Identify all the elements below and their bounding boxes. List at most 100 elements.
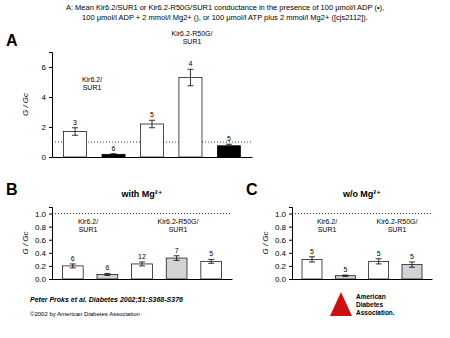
x-axis [53, 279, 233, 280]
panel: 55550.00.20.40.60.81.0G / GcCw/o Mg²⁺Kir… [246, 181, 433, 284]
y-tick-mark [289, 240, 292, 241]
marks [52, 214, 232, 279]
y-tick-mark [289, 214, 292, 215]
panel-title: with Mg²⁺ [120, 189, 162, 199]
y-tick: 0.4 [35, 249, 52, 258]
y-tick-mark [49, 157, 52, 158]
y-axis: 0.00.20.40.60.81.0 [35, 208, 53, 285]
copyright: ©2002 by American Diabetes Association [30, 311, 140, 317]
logo-triangle [330, 292, 352, 316]
y-tick-label: 0.8 [275, 223, 287, 232]
x-axis-line [53, 157, 253, 158]
error-bar-cap [149, 120, 155, 121]
group-label: Kir6.2/ [82, 76, 102, 83]
error-bar-cap [187, 85, 193, 86]
error-bar-cap [139, 265, 145, 266]
x-axis [53, 157, 253, 158]
error-bar-stem [211, 259, 212, 263]
y-tick: 0.6 [35, 236, 52, 245]
group-label: SUR1 [169, 226, 188, 233]
bar [217, 146, 240, 157]
group-label: SUR1 [83, 84, 102, 91]
error-bar [187, 69, 193, 86]
x-axis-line [293, 279, 433, 280]
error-bar-cap [226, 144, 232, 145]
error-bar-stem [378, 259, 379, 264]
error-bar [208, 259, 214, 263]
n-label: 4 [189, 60, 193, 67]
y-tick-label: 0.2 [275, 262, 287, 271]
error-bar-cap [342, 276, 348, 277]
y-axis: 0.0 0.2 0.4 0.6 0.8 1.0 [275, 208, 293, 285]
error-bar [70, 264, 76, 268]
y-tick-label: 0.4 [275, 249, 287, 258]
bar [97, 274, 118, 279]
error-bar-cap [342, 275, 348, 276]
y-tick-mark [49, 214, 52, 215]
bar [335, 276, 355, 279]
y-axis-label: G / Gc [21, 93, 30, 116]
error-bar-cap [309, 261, 315, 262]
chart-root: A: Mean Kir6.2/SUR1 or Kir6.2-R50G/SUR1 … [0, 0, 450, 338]
y-tick-label: 1.0 [35, 210, 47, 219]
x-axis-line [53, 279, 233, 280]
bar [179, 78, 202, 158]
error-bar-cap [376, 263, 382, 264]
error-bar-cap [409, 261, 415, 262]
bar [201, 261, 222, 279]
error-bar-cap [174, 255, 180, 256]
y-tick-mark [49, 97, 52, 98]
marks [52, 69, 252, 157]
y-tick-label: 1.0 [275, 210, 287, 219]
error-bar-stem [75, 128, 76, 136]
panel-title: w/o Mg²⁺ [342, 189, 381, 199]
error-bar-cap [104, 273, 110, 274]
error-bar [139, 262, 145, 266]
bar [166, 258, 187, 279]
bar [102, 154, 125, 157]
y-tick: 2 [42, 123, 52, 132]
error-bar [72, 128, 78, 136]
y-tick-mark [289, 227, 292, 228]
citation: Peter Proks et al. Diabetes 2002;51:S368… [30, 296, 183, 304]
n-labels: 5555 [310, 248, 414, 273]
y-tick: 0.2 [275, 262, 292, 271]
group-label: SUR1 [388, 226, 407, 233]
error-bar-stem [312, 257, 313, 262]
marks [292, 214, 432, 279]
error-bar-stem [142, 262, 143, 266]
y-tick-mark [49, 127, 52, 128]
y-tick: 4 [42, 93, 52, 102]
group-label: SUR1 [318, 226, 337, 233]
y-tick-label: 4 [42, 93, 47, 102]
n-label: 12 [138, 253, 146, 260]
y-axis: 0 2 4 6 [42, 53, 53, 163]
plot-area [52, 69, 252, 157]
group-label: SUR1 [183, 38, 202, 45]
y-tick: 0.0 [35, 275, 52, 284]
reference-line [52, 213, 232, 214]
y-axis-line [289, 208, 293, 280]
reference-line [292, 213, 432, 214]
n-label: 6 [112, 145, 116, 152]
n-label: 7 [175, 247, 179, 254]
y-tick-label: 0 [42, 153, 47, 162]
y-tick-label: 2 [42, 123, 47, 132]
y-tick: 0.6 [275, 236, 292, 245]
n-label: 3 [73, 119, 77, 126]
error-bar-cap [208, 259, 214, 260]
y-tick-label: 6 [42, 63, 47, 72]
panel: 365450246G / GcAKir6.2/SUR1Kir6.2-R50G/S… [6, 30, 253, 162]
group-label: Kir6.2/ [317, 218, 337, 225]
group-label: SUR1 [79, 226, 98, 233]
y-tick-mark [49, 227, 52, 228]
error-bar-cap [70, 267, 76, 268]
n-label: 5 [343, 266, 347, 273]
error-bar [376, 259, 382, 264]
panel-label: C [246, 181, 258, 198]
logo: AmericanDiabetesAssociation. [330, 292, 395, 316]
y-tick: 0.0 [275, 275, 292, 284]
y-tick: 0.8 [275, 223, 292, 232]
y-tick-mark [289, 253, 292, 254]
error-bar-cap [409, 267, 415, 268]
